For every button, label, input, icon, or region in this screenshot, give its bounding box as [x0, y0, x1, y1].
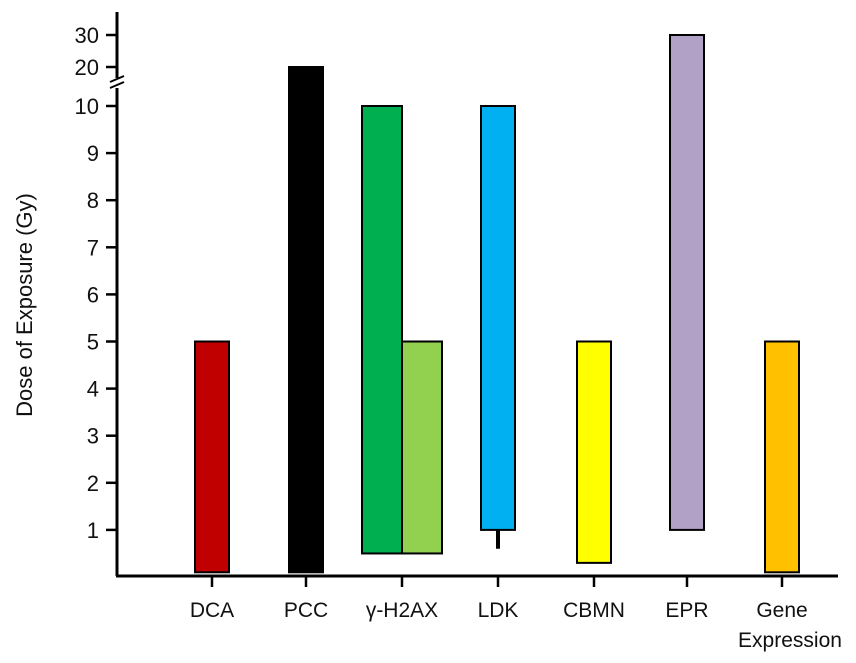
axis-break-mark — [109, 75, 125, 89]
bar--h2ax — [401, 340, 443, 555]
y-tick-label: 20 — [75, 55, 99, 80]
y-axis: 1 2 3 4 5 6 7 8 9 10 20 30 — [75, 12, 125, 576]
x-tick-label: LDK — [478, 599, 519, 622]
x-tick-label: Gene Expression — [738, 599, 842, 652]
y-tick-label: 3 — [87, 424, 99, 449]
bar-cbmn — [576, 340, 612, 564]
y-tick-label: 4 — [87, 377, 99, 402]
y-tick-label: 6 — [87, 282, 99, 307]
y-tick-label: 8 — [87, 188, 99, 213]
x-tick-label: DCA — [190, 599, 234, 622]
y-tick-label: 2 — [87, 471, 99, 496]
y-tick-label: 10 — [75, 94, 99, 119]
bars-layer — [194, 34, 800, 574]
bar-pcc — [288, 66, 324, 574]
y-tick-label: 30 — [75, 23, 99, 48]
bar--h2ax — [361, 105, 403, 555]
y-tick-label: 7 — [87, 235, 99, 260]
y-tick-label: 5 — [87, 330, 99, 355]
bar-dca — [194, 340, 230, 574]
x-tick-label: CBMN — [563, 599, 625, 622]
y-tick-label: 1 — [87, 518, 99, 543]
x-axis: DCA PCC γ-H2AX LDK CBMN EPR Gene Expression — [116, 574, 842, 652]
x-tick-label: PCC — [284, 599, 328, 622]
y-axis-label: Dose of Exposure (Gy) — [12, 193, 37, 417]
y-tick-label: 9 — [87, 141, 99, 166]
x-tick-label: γ-H2AX — [366, 599, 438, 622]
bar-gene-expression — [764, 340, 800, 574]
x-tick-label: EPR — [665, 599, 708, 622]
bar-ldk — [480, 105, 516, 531]
bar-epr — [669, 34, 705, 531]
